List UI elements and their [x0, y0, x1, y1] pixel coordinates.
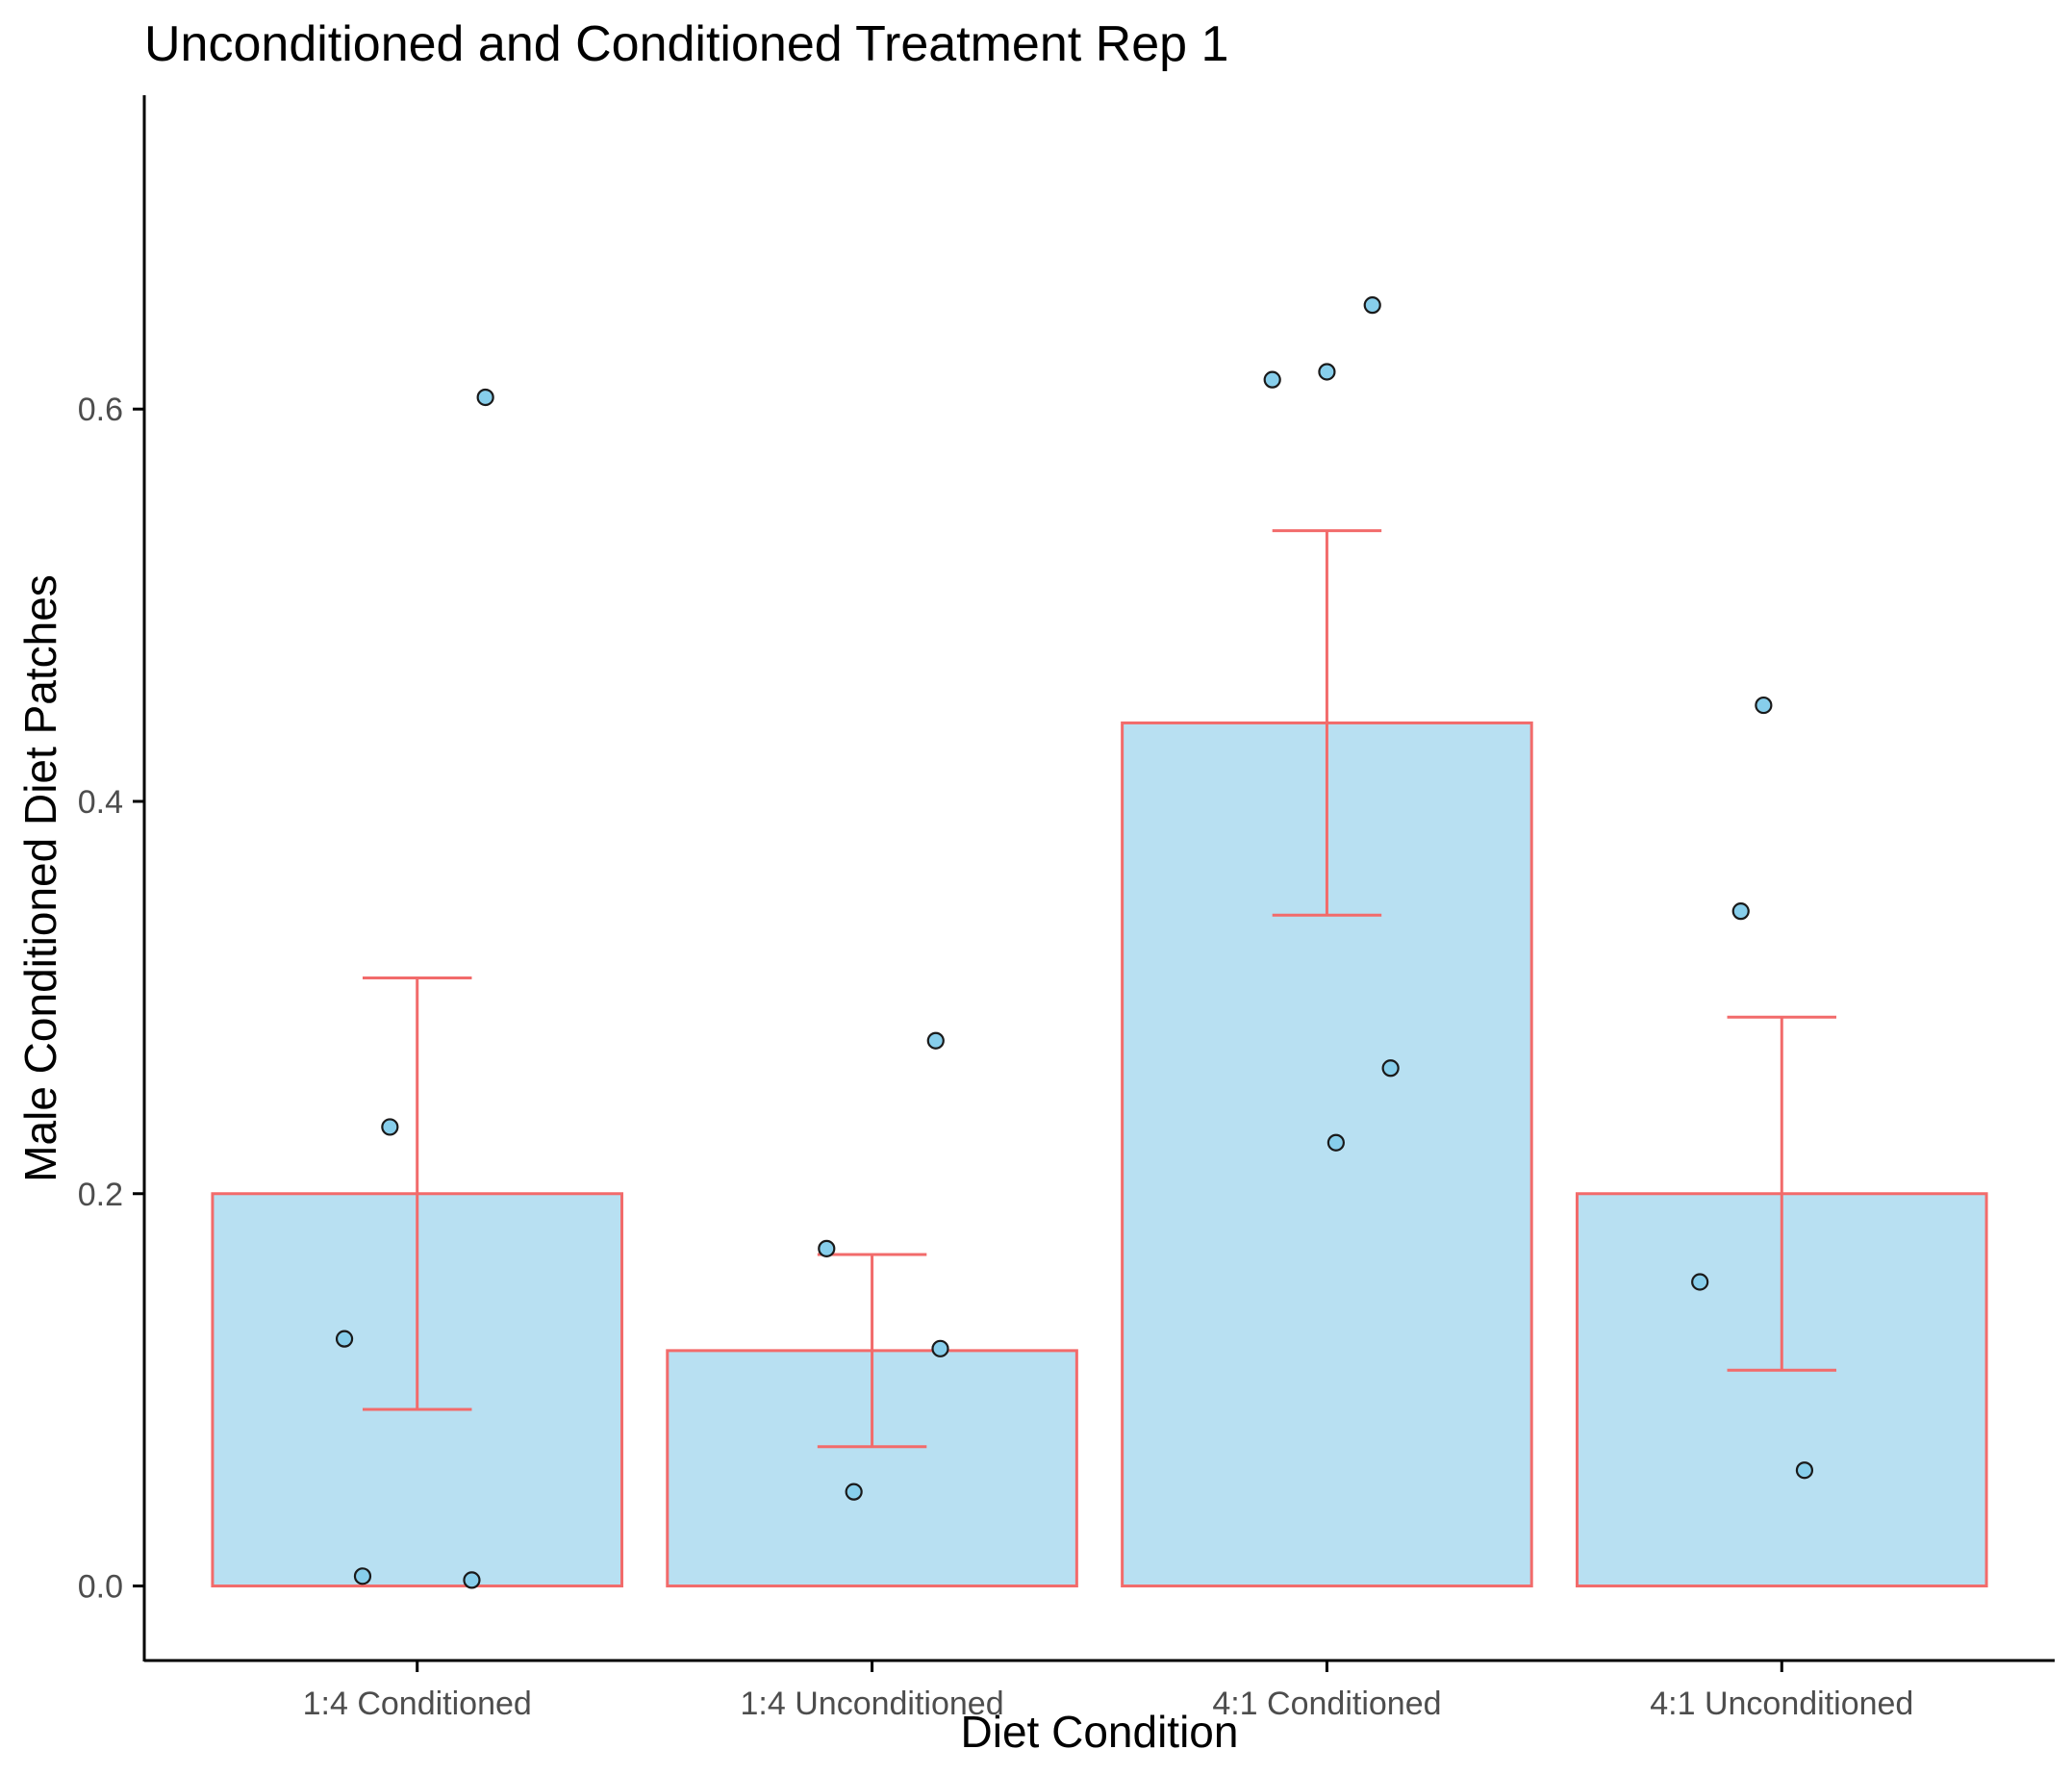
data-point [1327, 1133, 1345, 1152]
y-tick-label: 0.6 [78, 392, 123, 428]
data-point [1381, 1059, 1400, 1078]
data-point [931, 1339, 949, 1357]
x-ticks: 1:4 Conditioned 1:4 Unconditioned 4:1 Cond… [303, 1661, 1913, 1722]
data-point [353, 1567, 372, 1585]
data-point [926, 1031, 945, 1050]
x-tick-label: 1:4 Conditioned [303, 1686, 532, 1722]
data-point [818, 1239, 836, 1257]
data-point [845, 1483, 863, 1501]
y-tick-label: 0.4 [78, 784, 123, 821]
y-axis-title: Male Conditioned Diet Patches [15, 574, 65, 1182]
data-point [335, 1330, 354, 1348]
data-point [1363, 296, 1381, 315]
bars-layer [211, 721, 1988, 1588]
x-tick-label: 1:4 Unconditioned [741, 1686, 1004, 1722]
data-point [1755, 696, 1773, 715]
x-tick-label: 4:1 Conditioned [1212, 1686, 1441, 1722]
data-point [1318, 363, 1336, 381]
chart-title: Unconditioned and Conditioned Treatment … [144, 16, 1228, 72]
data-point [381, 1118, 399, 1136]
y-ticks: 0.0 0.2 0.4 0.6 [78, 392, 144, 1606]
data-point [1691, 1273, 1709, 1291]
data-point [1263, 370, 1281, 389]
y-tick-label: 0.0 [78, 1569, 123, 1606]
x-axis-title: Diet Condition [961, 1707, 1239, 1757]
data-point [463, 1571, 481, 1589]
data-point [476, 388, 494, 407]
points-layer [335, 296, 1814, 1589]
data-point [1731, 902, 1750, 921]
data-point [1795, 1461, 1814, 1480]
y-tick-label: 0.2 [78, 1177, 123, 1213]
x-tick-label: 4:1 Unconditioned [1650, 1686, 1913, 1722]
error-bars-layer [362, 529, 1837, 1449]
